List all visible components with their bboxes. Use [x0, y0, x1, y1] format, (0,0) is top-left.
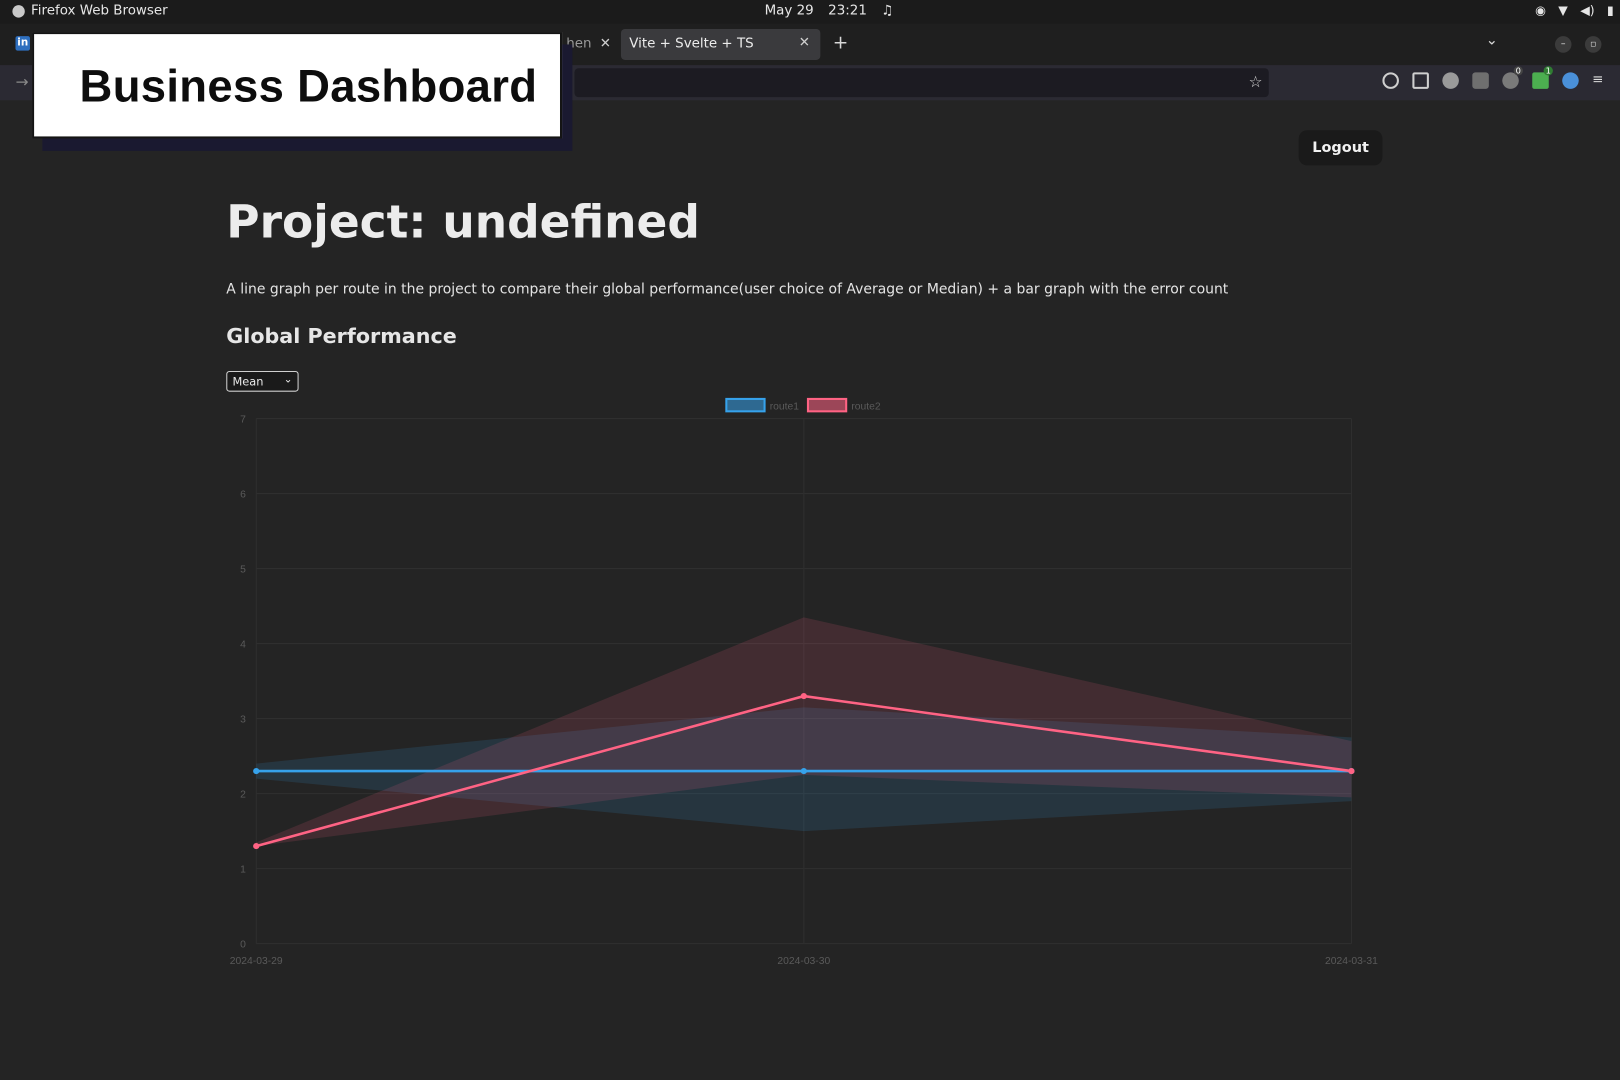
clock-date: May 29	[764, 3, 814, 19]
tab-title: Vite + Svelte + TS	[629, 36, 754, 52]
y-tick-label: 6	[240, 490, 246, 501]
battery-icon[interactable]: ▮	[1607, 3, 1614, 18]
clock[interactable]: May 29 23:21 ♫	[765, 3, 894, 19]
sync-icon[interactable]	[1562, 72, 1579, 89]
overlay-title: Business Dashboard	[79, 60, 538, 112]
tab-partial-label: hen	[566, 36, 592, 52]
app-name: Firefox Web Browser	[30, 3, 168, 19]
legend-swatch-route1	[725, 397, 766, 413]
page-description: A line graph per route in the project to…	[226, 281, 1229, 298]
page-title: Project: undefined	[226, 196, 700, 250]
close-icon[interactable]: ✕	[798, 35, 811, 51]
tab-partial[interactable]: hen ✕	[566, 36, 611, 52]
overlay-banner: Business Dashboard	[32, 32, 563, 139]
x-tick-label: 2024-03-29	[230, 956, 283, 967]
y-tick-label: 7	[240, 415, 246, 426]
extensions-icon[interactable]	[1412, 72, 1429, 89]
system-bar: Firefox Web Browser May 29 23:21 ♫ ◉ ▼ ◀…	[0, 0, 1620, 24]
series-band-route2	[256, 617, 1352, 847]
new-tab-button[interactable]: +	[832, 32, 849, 54]
data-point-route2	[800, 692, 807, 700]
list-tabs-chevron-icon[interactable]: ⌄	[1485, 32, 1498, 49]
section-title: Global Performance	[226, 323, 457, 349]
tab-active[interactable]: Vite + Svelte + TS ✕	[620, 28, 821, 60]
app-indicator[interactable]: Firefox Web Browser	[12, 3, 168, 19]
extension-badge: 0	[1513, 66, 1523, 76]
discord-icon[interactable]: ◉	[1535, 3, 1546, 18]
extension-icon[interactable]: 0	[1502, 66, 1523, 89]
shield-icon[interactable]	[1472, 72, 1489, 89]
extensions-toolbar: 0 1 ≡	[1382, 66, 1608, 89]
extension-badge: 1	[1543, 66, 1553, 76]
data-point-route2	[1348, 767, 1355, 775]
legend-swatch-route2	[806, 397, 848, 413]
legend-label-route2: route2	[851, 401, 881, 412]
maximize-button[interactable]: ▫	[1584, 36, 1602, 53]
metric-select[interactable]: Mean ⌄	[226, 371, 299, 392]
chevron-down-icon: ⌄	[283, 374, 293, 386]
data-point-route1	[800, 767, 807, 775]
firefox-icon	[12, 4, 25, 18]
y-tick-label: 0	[240, 940, 246, 951]
legend-label-route1: route1	[770, 401, 800, 412]
extension-icon[interactable]: 1	[1532, 66, 1553, 89]
wifi-icon[interactable]: ▼	[1558, 3, 1568, 18]
x-tick-label: 2024-03-31	[1325, 956, 1378, 967]
url-bar[interactable]: ☆	[574, 68, 1269, 98]
close-icon[interactable]: ✕	[599, 36, 612, 52]
y-tick-label: 4	[240, 640, 246, 651]
data-point-route1	[253, 767, 260, 775]
clock-time: 23:21	[828, 3, 867, 19]
volume-icon[interactable]: ◀)	[1580, 3, 1595, 18]
y-tick-label: 2	[240, 790, 246, 801]
y-tick-label: 3	[240, 715, 246, 726]
account-icon[interactable]	[1382, 72, 1399, 89]
metric-select-value: Mean	[232, 375, 264, 389]
system-tray[interactable]: ◉ ▼ ◀) ▮	[1535, 3, 1614, 17]
y-tick-label: 1	[240, 865, 246, 876]
minimize-button[interactable]: –	[1554, 36, 1572, 53]
bell-icon: ♫	[881, 3, 894, 19]
x-tick-label: 2024-03-30	[777, 956, 830, 967]
menu-icon[interactable]: ≡	[1592, 72, 1604, 88]
linkedin-tab-icon[interactable]: in	[15, 36, 30, 51]
star-icon[interactable]: ☆	[1248, 72, 1263, 91]
logout-button[interactable]: Logout	[1298, 130, 1383, 166]
extension-icon[interactable]	[1442, 72, 1459, 89]
y-tick-label: 5	[240, 565, 246, 576]
forward-arrow-icon[interactable]: →	[15, 72, 29, 91]
data-point-route2	[253, 842, 260, 850]
